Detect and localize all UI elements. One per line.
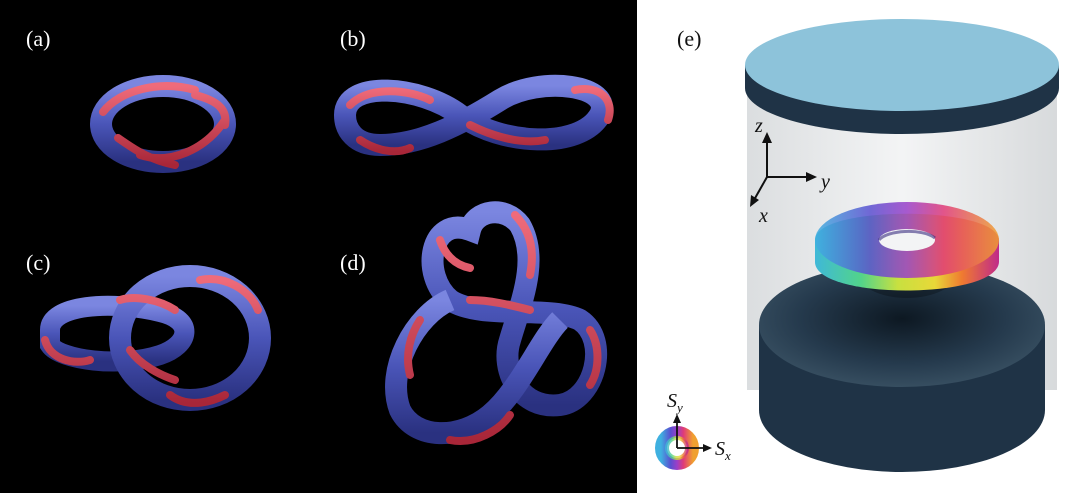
panel-label-b: (b) [340,26,366,51]
hopfion-torus [815,202,999,298]
axis-label-y: y [819,171,830,193]
sx-label: Sx [715,438,731,463]
cylinder-schematic: z y x Sy Sx [655,19,1059,472]
knot-a-unknot [90,75,236,173]
panel-label-a: (a) [26,26,51,51]
knot-d-trefoil [385,201,607,445]
device-schematic-panel: (e) [637,0,1080,493]
knot-c-link [40,265,271,411]
panel-label-d: (d) [340,250,366,275]
coordinate-axes: z y x [750,115,830,227]
panel-label-c: (c) [26,250,51,275]
knot-b-twisted [333,74,614,157]
bottom-electrode [759,263,1045,472]
knot-drawings [40,74,614,445]
axis-label-x: x [758,205,768,227]
color-wheel-legend: Sy Sx [655,390,731,470]
panel-label-e: (e) [677,26,702,51]
knot-figures-panel: (a) (b) (c) (d) [0,0,637,493]
sy-label: Sy [667,390,683,415]
axis-label-z: z [754,115,763,137]
top-electrode [745,19,1059,134]
